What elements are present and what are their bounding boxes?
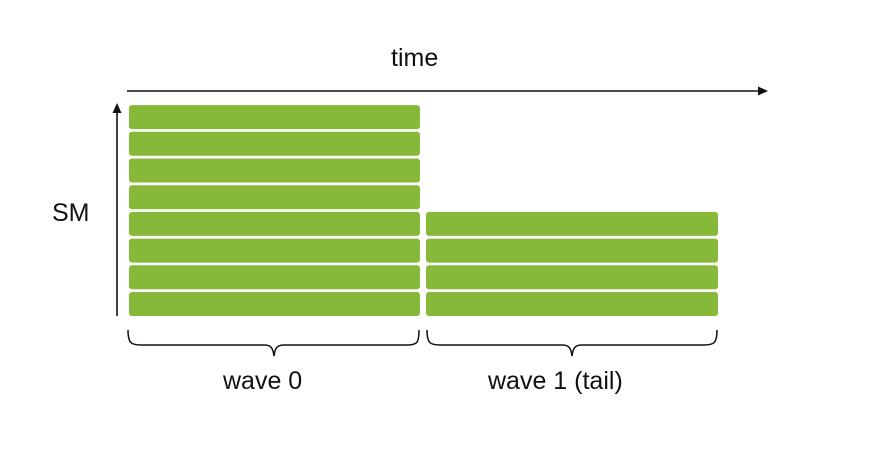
sm-axis-label: SM bbox=[52, 199, 90, 227]
wave-0-brace bbox=[127, 329, 420, 357]
wave-0-block bbox=[129, 158, 420, 183]
wave-1-block bbox=[426, 238, 718, 263]
time-arrow bbox=[127, 86, 768, 96]
wave-0-block bbox=[129, 238, 420, 263]
wave-0-block bbox=[129, 292, 420, 316]
wave-0-block bbox=[129, 131, 420, 156]
wave-0-block bbox=[129, 265, 420, 290]
wave-0-block bbox=[129, 211, 420, 236]
wave-0-blocks bbox=[129, 105, 420, 316]
wave-1-brace bbox=[426, 329, 718, 357]
wave-0-block bbox=[129, 105, 420, 130]
wave-1-block bbox=[426, 292, 718, 316]
wave-0-block bbox=[129, 185, 420, 210]
time-axis-label: time bbox=[391, 44, 439, 72]
sm-arrow bbox=[112, 103, 122, 316]
wave-1-block bbox=[426, 211, 718, 236]
wave-0-label: wave 0 bbox=[223, 367, 303, 395]
wave-1-block bbox=[426, 265, 718, 290]
wave-1-blocks bbox=[426, 211, 718, 316]
wave-1-label: wave 1 (tail) bbox=[488, 367, 623, 395]
